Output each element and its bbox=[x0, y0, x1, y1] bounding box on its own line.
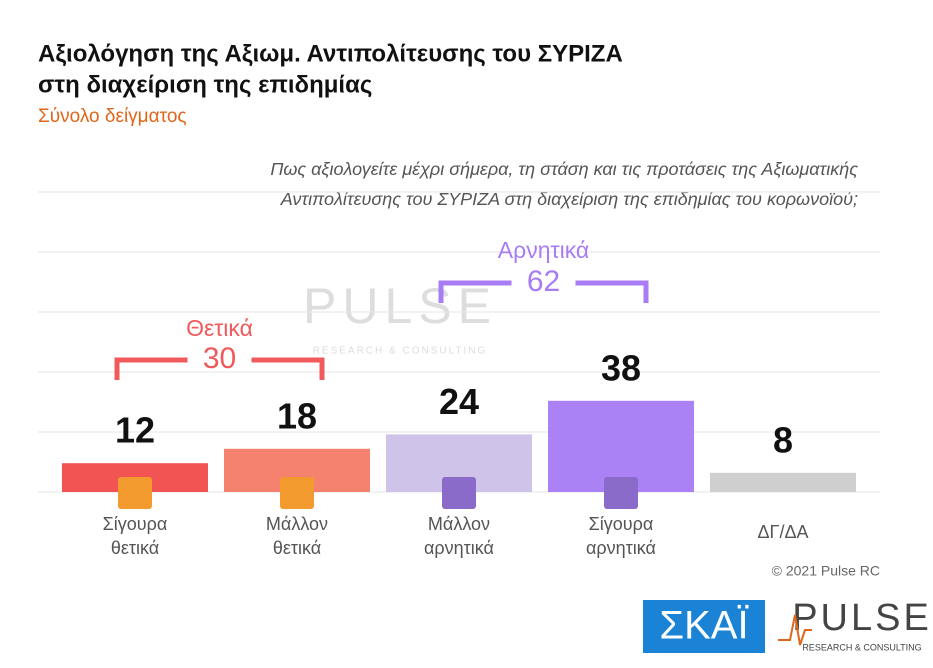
brand-logo: PULSE bbox=[792, 597, 932, 639]
value-label: 38 bbox=[601, 347, 641, 388]
bar bbox=[710, 472, 856, 492]
chart-title: Αξιολόγηση της Αξιωμ. Αντιπολίτευσης του… bbox=[38, 40, 623, 67]
brand-tagline: RESEARCH & CONSULTING bbox=[802, 642, 921, 652]
chart-subtitle: Σύνολο δείγματος bbox=[38, 106, 187, 127]
x-tick-label: Σίγουρα bbox=[589, 514, 654, 534]
watermark-tagline: RESEARCH & CONSULTING bbox=[313, 346, 488, 357]
category-icon bbox=[442, 477, 476, 509]
group-bracket bbox=[438, 280, 649, 303]
x-tick-label: αρνητικά bbox=[586, 538, 656, 558]
x-tick-label: θετικά bbox=[273, 538, 321, 558]
bar bbox=[548, 400, 694, 492]
value-label: 24 bbox=[439, 381, 479, 422]
channel-logo bbox=[643, 600, 765, 653]
x-tick-label: Μάλλον bbox=[266, 514, 328, 534]
x-tick-label: θετικά bbox=[111, 538, 159, 558]
group-label: Αρνητικά bbox=[498, 237, 589, 263]
category-icon bbox=[280, 477, 314, 509]
value-label: 12 bbox=[115, 410, 155, 451]
group-bracket bbox=[114, 357, 325, 380]
question: Πως αξιολογείτε μέχρι σήμερα, τη στάση κ… bbox=[270, 159, 858, 179]
x-tick-label: Σίγουρα bbox=[103, 514, 168, 534]
x-tick-label: ΔΓ/ΔΑ bbox=[758, 522, 809, 542]
group-total: 62 bbox=[527, 265, 560, 298]
watermark: PULSE bbox=[303, 278, 497, 334]
group-total: 30 bbox=[203, 342, 236, 375]
group-label: Θετικά bbox=[186, 315, 253, 341]
x-tick-label: αρνητικά bbox=[424, 538, 494, 558]
copyright: © 2021 Pulse RC bbox=[772, 563, 880, 579]
x-tick-label: Μάλλον bbox=[428, 514, 490, 534]
category-icon bbox=[604, 477, 638, 509]
question: Αντιπολίτευσης του ΣΥΡΙΖΑ στη διαχείριση… bbox=[280, 189, 858, 209]
channel-logo-text: ΣΚΑΪ bbox=[659, 604, 749, 648]
brand-icon bbox=[778, 614, 812, 646]
category-icon bbox=[118, 477, 152, 509]
chart-title: στη διαχείριση της επιδημίας bbox=[38, 71, 372, 98]
value-label: 8 bbox=[773, 419, 793, 460]
value-label: 18 bbox=[277, 395, 317, 436]
